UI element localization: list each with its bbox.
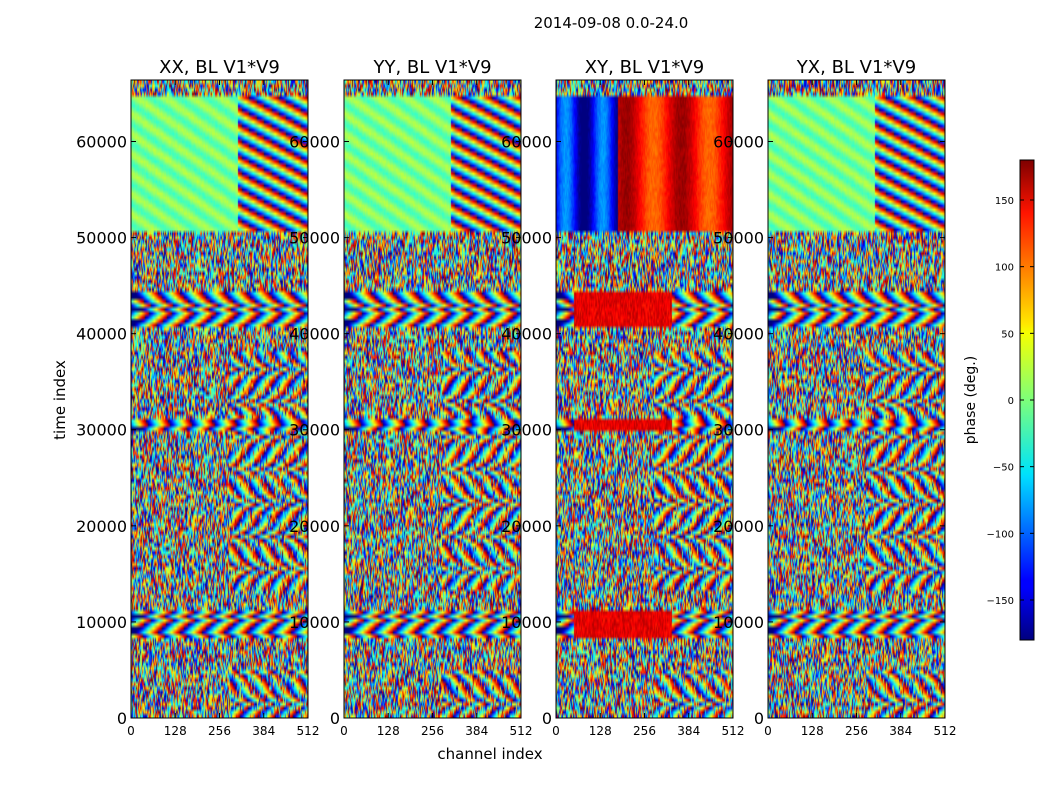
y-tick-label: 20000: [289, 517, 340, 536]
panel-title: XX, BL V1*V9: [159, 57, 280, 78]
colorbar-tick-label: 0: [1008, 396, 1014, 407]
y-tick-label: 10000: [501, 613, 552, 632]
y-tick-label: 60000: [76, 132, 127, 151]
x-tick-label: 128: [164, 724, 187, 738]
panel-title: YY, BL V1*V9: [372, 57, 491, 78]
y-tick-label: 20000: [76, 517, 127, 536]
colorbar: −150 −100 −50 0 50 100 150 phase (deg.): [963, 159, 1035, 641]
x-tick-label: 384: [677, 724, 700, 738]
shared-y-axis-label: time index: [51, 360, 69, 440]
x-tick-label: 384: [252, 724, 275, 738]
phase-waterfall-image: [131, 80, 308, 718]
shared-x-axis-label: channel index: [437, 745, 542, 763]
y-tick-label: 30000: [713, 421, 764, 440]
y-tick-label: 40000: [501, 325, 552, 344]
phase-waterfall-image: [556, 80, 733, 718]
x-tick-label: 512: [297, 724, 320, 738]
colorbar-tick-label: 150: [995, 196, 1014, 207]
x-tick-label: 128: [801, 724, 824, 738]
x-tick-label: 512: [510, 724, 533, 738]
phase-waterfall-image: [768, 80, 945, 718]
y-tick-label: 10000: [76, 613, 127, 632]
panel-xx: XX, BL V1*V9 0 128 256 384 512 0 10000 20000 3000…: [76, 57, 319, 738]
x-tick-label: 128: [377, 724, 400, 738]
y-tick-label: 30000: [501, 421, 552, 440]
y-tick-label: 10000: [289, 613, 340, 632]
x-tick-label: 512: [934, 724, 957, 738]
panel-yx: YX, BL V1*V9 0 128 256 384 512 0 10000 20000 3000…: [713, 57, 956, 738]
x-tick-label: 0: [127, 724, 135, 738]
panel-title: YX, BL V1*V9: [796, 57, 916, 78]
colorbar-tick-label: −100: [987, 529, 1014, 540]
y-tick-label: 50000: [289, 229, 340, 248]
y-tick-label: 60000: [713, 132, 764, 151]
y-tick-label: 40000: [289, 325, 340, 344]
x-tick-label: 0: [764, 724, 772, 738]
y-tick-label: 60000: [289, 132, 340, 151]
colorbar-ticks: −150 −100 −50 0 50 100 150: [987, 196, 1034, 607]
phase-waterfall-image: [344, 80, 521, 718]
y-tick-label: 50000: [501, 229, 552, 248]
x-tick-label: 384: [465, 724, 488, 738]
x-tick-label: 256: [845, 724, 868, 738]
x-tick-label: 256: [421, 724, 444, 738]
y-tick-label: 0: [542, 709, 552, 728]
y-tick-label: 40000: [76, 325, 127, 344]
y-tick-label: 60000: [501, 132, 552, 151]
panel-title: XY, BL V1*V9: [585, 57, 704, 78]
y-tick-label: 50000: [713, 229, 764, 248]
colorbar-tick-label: −50: [993, 463, 1014, 474]
colorbar-label: phase (deg.): [963, 356, 979, 444]
figure-suptitle: 2014-09-08 0.0-24.0: [534, 14, 689, 32]
y-tick-label: 30000: [76, 421, 127, 440]
y-tick-label: 0: [330, 709, 340, 728]
y-tick-label: 20000: [501, 517, 552, 536]
y-tick-label: 40000: [713, 325, 764, 344]
colorbar-tick-label: 50: [1001, 329, 1014, 340]
panel-yy: YY, BL V1*V9 0 128 256 384 512 0 10000 20000 3000…: [289, 57, 532, 738]
panels: XX, BL V1*V9 0 128 256 384 512 0 10000 20000 3000…: [76, 57, 956, 738]
y-tick-label: 30000: [289, 421, 340, 440]
x-tick-label: 128: [589, 724, 612, 738]
x-tick-label: 384: [889, 724, 912, 738]
y-tick-label: 10000: [713, 613, 764, 632]
colorbar-tick-label: −150: [987, 596, 1014, 607]
x-tick-label: 0: [552, 724, 560, 738]
y-tick-label: 0: [754, 709, 764, 728]
x-tick-label: 512: [722, 724, 745, 738]
x-tick-label: 0: [340, 724, 348, 738]
y-tick-label: 50000: [76, 229, 127, 248]
panel-xy: XY, BL V1*V9 0 128 256 384 512 0 10000 20000 3000…: [501, 57, 744, 738]
x-tick-label: 256: [208, 724, 231, 738]
x-tick-label: 256: [633, 724, 656, 738]
colorbar-tick-label: 100: [995, 263, 1014, 274]
y-tick-label: 0: [117, 709, 127, 728]
y-tick-label: 20000: [713, 517, 764, 536]
